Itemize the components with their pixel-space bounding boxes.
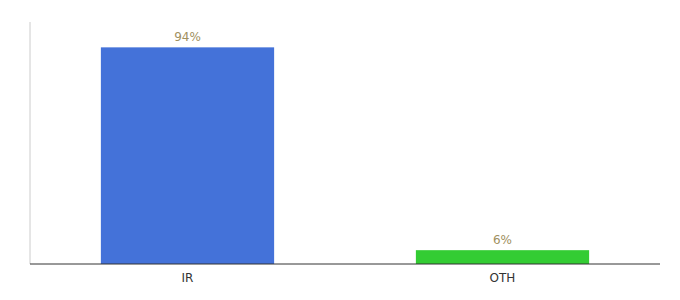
bar bbox=[101, 47, 274, 264]
data-label: 94% bbox=[174, 30, 201, 44]
x-axis-line bbox=[30, 264, 660, 265]
page: {"chart_data": {"type": "bar", "categori… bbox=[0, 0, 680, 300]
data-label: 6% bbox=[493, 233, 512, 247]
bars bbox=[101, 47, 589, 264]
y-axis-line bbox=[30, 22, 31, 264]
chart-container: IR OTH 94% 6% bbox=[0, 0, 680, 300]
x-tick-label: OTH bbox=[490, 271, 516, 285]
bar bbox=[416, 250, 589, 264]
chart-svg: IR OTH 94% 6% bbox=[0, 0, 680, 300]
x-tick-label: IR bbox=[182, 271, 194, 285]
